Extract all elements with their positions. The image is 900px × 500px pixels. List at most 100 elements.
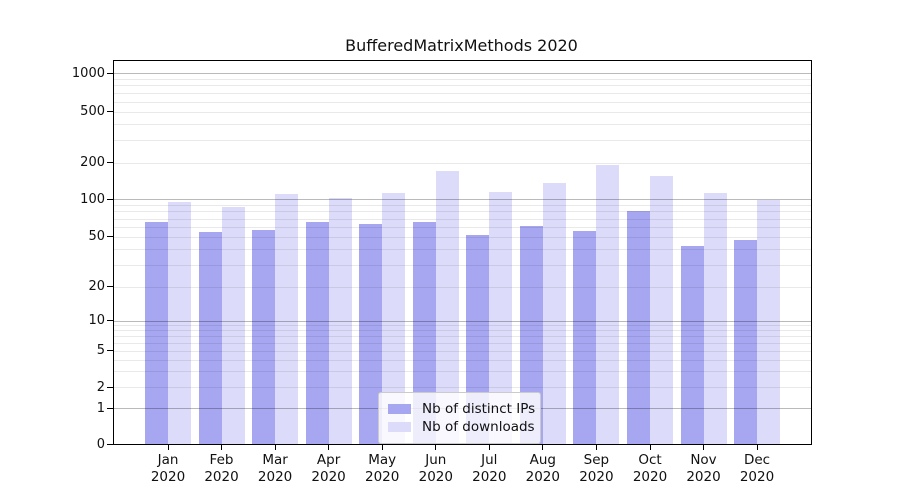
bar-downloads-mar — [275, 193, 299, 444]
y-tick-label-5: 5 — [96, 343, 105, 359]
x-tick-month: Dec — [743, 452, 771, 468]
legend-label-downloads: Nb of downloads — [422, 419, 535, 435]
bar-distinct-ips-jan — [145, 221, 168, 444]
x-tick-month: Jan — [157, 452, 179, 468]
x-tick-month: Aug — [529, 452, 556, 468]
x-tick-label-feb: Feb 2020 — [191, 452, 253, 486]
y-tick-label-10: 10 — [88, 313, 105, 329]
x-tick-month: Mar — [262, 452, 288, 468]
x-tick-year: 2020 — [418, 469, 453, 485]
y-tick-mark-0 — [107, 443, 113, 445]
x-tick-label-jul: Jul 2020 — [458, 452, 520, 486]
legend-item-downloads: Nb of downloads — [388, 419, 535, 435]
x-tick-year: 2020 — [311, 469, 346, 485]
x-tick-label-oct: Oct 2020 — [619, 452, 681, 486]
x-tick-month: Jun — [425, 452, 447, 468]
x-tick-mark-oct — [649, 445, 651, 450]
y-tick-mark-5 — [107, 350, 113, 352]
x-tick-month: Jul — [481, 452, 498, 468]
y-tick-mark-50 — [107, 236, 113, 238]
x-tick-label-apr: Apr 2020 — [298, 452, 360, 486]
chart-title: BufferedMatrixMethods 2020 — [345, 36, 578, 55]
bar-distinct-ips-aug — [519, 226, 543, 444]
x-tick-year: 2020 — [204, 469, 239, 485]
bar-downloads-sep — [596, 165, 620, 444]
y-tick-mark-200 — [107, 162, 113, 164]
bar-distinct-ips-feb — [198, 231, 222, 444]
bar-distinct-ips-sep — [573, 230, 597, 444]
y-tick-label-100: 100 — [80, 191, 105, 207]
bar-distinct-ips-jun — [412, 221, 436, 444]
x-tick-mark-jul — [488, 445, 490, 450]
x-tick-label-mar: Mar 2020 — [244, 452, 306, 486]
legend-swatch-downloads — [388, 422, 411, 432]
bar-distinct-ips-oct — [626, 211, 650, 444]
x-tick-label-jun: Jun 2020 — [405, 452, 467, 486]
x-tick-year: 2020 — [150, 469, 186, 485]
x-tick-month: Sep — [583, 452, 610, 468]
y-tick-label-20: 20 — [88, 279, 105, 295]
x-tick-year: 2020 — [472, 469, 507, 485]
x-tick-year: 2020 — [579, 469, 614, 485]
y-tick-mark-1 — [107, 407, 113, 409]
y-tick-label-200: 200 — [80, 155, 105, 171]
x-tick-year: 2020 — [632, 469, 668, 485]
y-tick-label-50: 50 — [88, 229, 105, 245]
bar-downloads-nov — [703, 193, 727, 444]
x-tick-month: Feb — [209, 452, 234, 468]
bar-downloads-jul — [489, 191, 513, 444]
x-tick-year: 2020 — [257, 469, 293, 485]
y-tick-mark-500 — [107, 111, 113, 113]
x-tick-mark-apr — [328, 445, 330, 450]
x-tick-mark-aug — [542, 445, 544, 450]
y-tick-mark-2 — [107, 386, 113, 388]
bar-downloads-apr — [328, 198, 352, 444]
x-tick-mark-dec — [756, 445, 758, 450]
x-tick-mark-may — [381, 445, 383, 450]
y-tick-mark-10 — [107, 320, 113, 322]
bar-distinct-ips-may — [359, 224, 383, 444]
legend-item-distinct-ips: Nb of distinct IPs — [388, 401, 535, 417]
x-tick-label-aug: Aug 2020 — [512, 452, 574, 486]
x-tick-mark-sep — [595, 445, 597, 450]
y-tick-label-500: 500 — [80, 104, 105, 120]
x-tick-year: 2020 — [686, 469, 721, 485]
x-tick-mark-jan — [167, 445, 169, 450]
bar-downloads-jun — [435, 170, 459, 444]
x-tick-month: Oct — [638, 452, 662, 468]
bar-downloads-may — [382, 192, 406, 444]
bars-layer — [114, 61, 811, 444]
y-tick-mark-1000 — [107, 72, 113, 74]
x-tick-month: Apr — [316, 452, 341, 468]
y-tick-label-2: 2 — [96, 379, 105, 395]
x-tick-label-jan: Jan 2020 — [137, 452, 199, 486]
bar-distinct-ips-apr — [305, 221, 329, 444]
x-tick-mark-nov — [703, 445, 704, 450]
y-tick-mark-100 — [107, 198, 113, 200]
x-tick-mark-feb — [221, 445, 222, 450]
y-tick-label-1000: 1000 — [71, 65, 105, 81]
plot-area: 0 1 2 5 10 20 50 100 200 500 1000 Jan 2020 Feb 2020 Ma… — [72, 60, 812, 485]
y-tick-mark-20 — [107, 286, 113, 288]
x-tick-year: 2020 — [739, 469, 775, 485]
x-tick-mark-mar — [274, 445, 276, 450]
bar-downloads-jan — [168, 202, 191, 444]
bar-distinct-ips-mar — [252, 229, 276, 444]
x-tick-month: Nov — [690, 452, 717, 468]
legend-label-distinct-ips: Nb of distinct IPs — [422, 401, 536, 417]
bar-downloads-aug — [542, 182, 566, 444]
bar-downloads-dec — [757, 200, 781, 444]
bar-distinct-ips-jul — [466, 234, 490, 444]
y-tick-label-1: 1 — [96, 400, 105, 416]
x-tick-month: May — [368, 452, 397, 468]
bar-downloads-feb — [221, 206, 245, 444]
x-tick-label-may: May 2020 — [351, 452, 413, 486]
bar-distinct-ips-nov — [680, 246, 704, 444]
x-tick-label-sep: Sep 2020 — [565, 452, 627, 486]
bar-distinct-ips-dec — [734, 240, 758, 444]
legend: Nb of distinct IPs Nb of downloads — [378, 392, 541, 444]
legend-swatch-distinct-ips — [388, 404, 411, 414]
x-tick-year: 2020 — [525, 469, 560, 485]
x-tick-label-dec: Dec 2020 — [726, 452, 788, 486]
